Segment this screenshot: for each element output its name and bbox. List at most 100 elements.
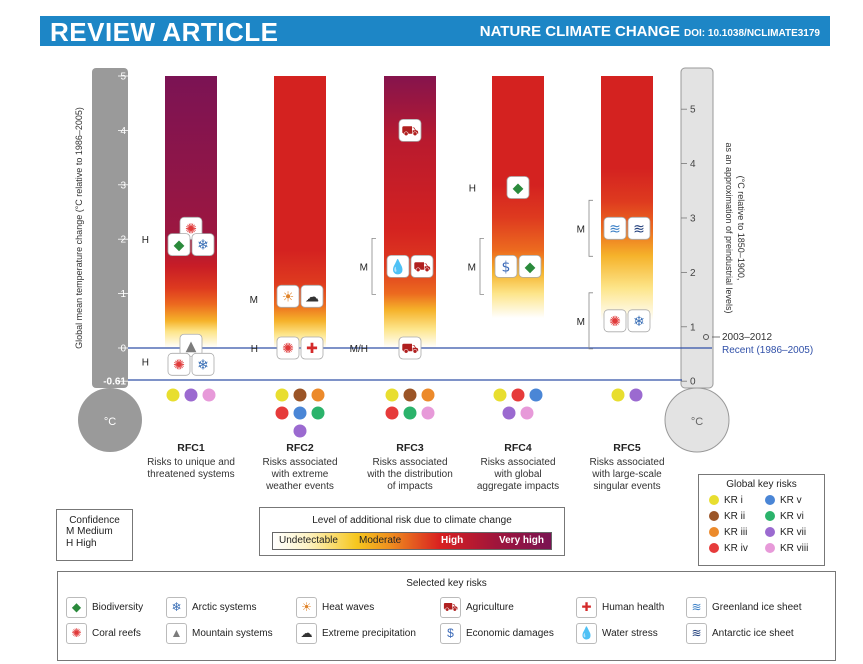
confidence-bracket xyxy=(371,238,376,295)
gkr-label: KR ii xyxy=(724,511,746,522)
confidence-high: H High xyxy=(66,538,97,549)
gkr-dot xyxy=(709,527,719,538)
svg-text:✺: ✺ xyxy=(173,357,185,373)
svg-text:❄: ❄ xyxy=(633,314,645,330)
gkr-dot xyxy=(709,543,719,554)
confidence-label: M xyxy=(250,295,258,306)
gkr-dot xyxy=(765,543,775,554)
left-tick-label: 2 xyxy=(120,235,126,246)
gkr-label: KR iii xyxy=(724,527,748,538)
key-risk-dot-kr-vii xyxy=(184,388,198,402)
antarctic-icon: ≋ xyxy=(627,216,651,240)
left-thermometer-bulb xyxy=(78,388,142,452)
svg-text:✺: ✺ xyxy=(185,221,197,237)
svg-text:◆: ◆ xyxy=(525,259,536,275)
rfc-description-line: weather events xyxy=(265,481,334,492)
right-axis-label-line1: (°C relative to 1850–1900, xyxy=(736,176,746,281)
confidence-medium: M Medium xyxy=(66,526,113,537)
left-tick-label: 4 xyxy=(120,126,126,137)
rfc-title: RFC2 xyxy=(286,442,314,454)
key-risk-dot-kr-i xyxy=(275,388,289,402)
skr-item-greenland: ≋ Greenland ice sheet xyxy=(686,597,802,618)
article-header: REVIEW ARTICLE NATURE CLIMATE CHANGE DOI:… xyxy=(40,16,830,47)
skr-item-agri: ⛟ Agriculture xyxy=(440,597,514,618)
key-risk-dot-kr-vi xyxy=(403,406,417,420)
confidence-label: M xyxy=(577,317,585,328)
confidence-label: M/H xyxy=(350,344,368,355)
confidence-label: M xyxy=(468,262,476,273)
skr-item-coral: ✺ Coral reefs xyxy=(66,623,141,644)
coral-icon: ✺ xyxy=(603,309,627,333)
svg-text:◆: ◆ xyxy=(174,238,185,254)
rfc-description-line: with the distribution xyxy=(366,469,453,480)
key-risk-dot-kr-i xyxy=(385,388,399,402)
left-tick-label: -0.61 xyxy=(103,377,126,388)
key-risk-dot-kr-vi xyxy=(311,406,325,420)
confidence-bracket xyxy=(588,292,593,350)
rfc-description-line: singular events xyxy=(593,481,660,492)
right-axis-label-line2: as an approximation of preindustrial lev… xyxy=(724,142,734,313)
skr-item-health: ✚ Human health xyxy=(576,597,664,618)
left-tick-label: 0 xyxy=(120,344,126,355)
mountain-icon: ▲ xyxy=(179,333,203,357)
rfc-bars xyxy=(165,76,653,380)
water-icon: 💧 xyxy=(576,623,597,644)
left-thermometer-tube xyxy=(92,68,128,388)
gkr-dot xyxy=(765,511,775,522)
key-risk-dot-kr-ii xyxy=(293,388,307,402)
right-thermometer-bulb xyxy=(664,387,730,453)
frog-icon: ◆ xyxy=(506,176,530,199)
confidence-label: H xyxy=(142,358,149,369)
journal-label: NATURE CLIMATE CHANGE xyxy=(479,23,681,40)
gkr-dot xyxy=(709,511,719,522)
global-key-risks-legend: Global key risks KR i KR v KR ii KR vi KR ii… xyxy=(698,474,825,566)
rfc-title: RFC3 xyxy=(396,442,424,454)
skr-label: Economic damages xyxy=(466,628,554,639)
rfc-description-line: Risks to unique and xyxy=(147,457,235,468)
confidence-title: Confidence xyxy=(69,515,120,526)
heat-icon: ☀ xyxy=(276,284,300,308)
svg-text:☀: ☀ xyxy=(282,289,295,305)
antarctic-icon: ≋ xyxy=(686,623,707,644)
agri-icon: ⛟ xyxy=(398,336,422,360)
key-risk-dot-kr-i xyxy=(166,388,180,402)
ref-2003-label: 2003–2012 xyxy=(722,332,772,343)
greenland-icon: ≋ xyxy=(686,597,707,618)
rfc-description-line: Risks associated xyxy=(372,457,447,468)
right-axis-ticks: 5 4 3 2 1 0 xyxy=(681,105,696,388)
skr-label: Greenland ice sheet xyxy=(712,602,802,613)
gkr-item-i: KR i xyxy=(709,495,743,506)
skr-item-heat: ☀ Heat waves xyxy=(296,597,374,618)
rfc-description-line: Risks associated xyxy=(480,457,555,468)
right-tick-label: 1 xyxy=(690,322,696,333)
confidence-bracket xyxy=(588,199,593,257)
key-risk-dot-kr-iv xyxy=(275,406,289,420)
right-tick-label: 2 xyxy=(690,268,696,279)
selected-key-risks-legend: Selected key risks ◆ Biodiversity ❄ Arctic … xyxy=(57,571,836,661)
svg-text:◆: ◆ xyxy=(513,181,524,197)
skr-item-water: 💧 Water stress xyxy=(576,623,658,644)
coral-icon: ✺ xyxy=(66,623,87,644)
frog-icon: ◆ xyxy=(167,233,191,257)
agri-icon: ⛟ xyxy=(398,119,422,142)
svg-text:✺: ✺ xyxy=(609,314,621,330)
risk-scale-bar: Undetectable Moderate High Very high xyxy=(272,532,552,550)
arctic-icon: ❄ xyxy=(627,309,651,333)
rfc-description-line: of impacts xyxy=(387,481,433,492)
gkr-item-v: KR v xyxy=(765,495,802,506)
key-risk-dot-kr-iv xyxy=(511,388,525,402)
gkr-dot xyxy=(765,527,775,538)
rfc-bar-base-5 xyxy=(601,348,653,380)
svg-text:⛟: ⛟ xyxy=(413,259,431,275)
key-risk-dot-kr-vii xyxy=(293,424,307,438)
journal-name: NATURE CLIMATE CHANGE DOI: 10.1038/NCLIMA… xyxy=(480,23,820,40)
skr-label: Coral reefs xyxy=(92,628,141,639)
coral-icon: ✺ xyxy=(276,336,300,360)
right-tick-label: 0 xyxy=(690,377,696,388)
risk-scale-legend: Level of additional risk due to climate … xyxy=(259,507,565,556)
rfc-description-line: with large-scale xyxy=(591,469,662,480)
health-icon: ✚ xyxy=(576,597,597,618)
skr-item-mountain: ▲ Mountain systems xyxy=(166,623,273,644)
